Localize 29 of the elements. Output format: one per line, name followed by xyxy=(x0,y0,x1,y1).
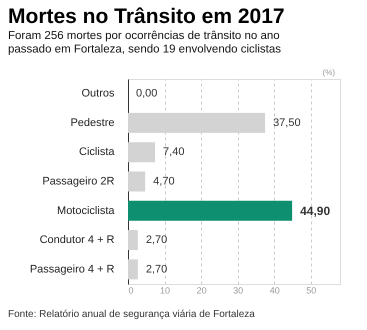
data-label: 0,00 xyxy=(136,88,158,100)
chart-title: Mortes no Trânsito em 2017 xyxy=(8,5,285,28)
y-tick-label: Ciclista xyxy=(79,146,116,158)
y-tick-label: Motociclista xyxy=(57,204,116,217)
bar xyxy=(128,259,138,280)
data-label: 2,70 xyxy=(146,263,168,276)
y-tick-label: Condutor 4 + R xyxy=(40,234,115,246)
data-label: 44,90 xyxy=(300,204,330,218)
x-tick-label: 10 xyxy=(160,286,170,296)
source-note: Fonte: Relatório anual de segurança viária de Fortaleza xyxy=(8,309,256,320)
chart-subtitle: Foram 256 mortes por ocorrências de trânsito no ano passado em Fortaleza, sendo 19 envolvendo ciclistas xyxy=(8,30,282,56)
y-tick-label: Passageiro 2R xyxy=(42,176,115,188)
bar xyxy=(128,230,138,250)
x-tick-label: 40 xyxy=(270,286,280,296)
bar xyxy=(128,142,156,162)
data-label: 37,50 xyxy=(273,116,301,129)
x-axis-title: (%) xyxy=(322,68,336,77)
data-label: 2,70 xyxy=(146,234,168,246)
y-tick-label: Outros xyxy=(81,88,115,100)
bar xyxy=(128,172,146,192)
data-label: 7,40 xyxy=(163,146,184,158)
data-label: 4,70 xyxy=(153,176,175,188)
x-tick-label: 20 xyxy=(196,286,207,296)
bar xyxy=(128,200,292,221)
x-tick-label: 30 xyxy=(233,286,244,296)
y-tick-label: Passageiro 4 + R xyxy=(30,263,115,276)
x-tick-label: 0 xyxy=(128,286,134,296)
x-tick-label: 50 xyxy=(306,286,316,296)
y-tick-label: Pedestre xyxy=(70,116,114,129)
